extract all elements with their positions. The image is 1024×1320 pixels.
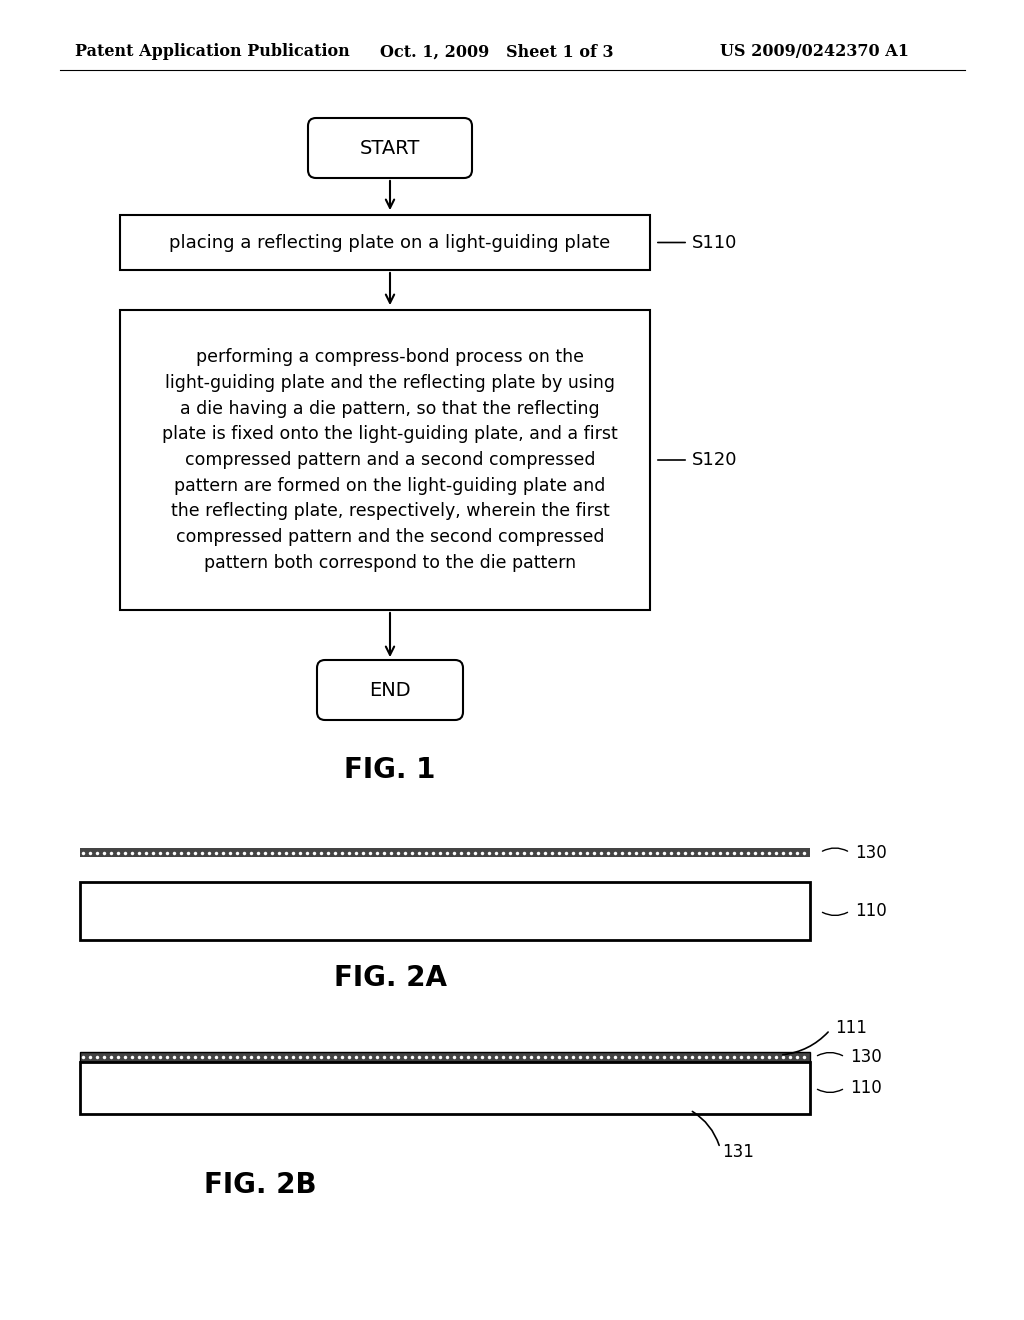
Text: 131: 131 bbox=[722, 1143, 754, 1162]
Bar bbox=[120, 310, 650, 610]
Text: FIG. 2B: FIG. 2B bbox=[204, 1171, 316, 1199]
Bar bbox=[80, 882, 810, 940]
Text: END: END bbox=[370, 681, 411, 700]
Bar bbox=[80, 1052, 810, 1063]
Text: 130: 130 bbox=[855, 843, 887, 862]
Text: performing a compress-bond process on the
light-guiding plate and the reflecting: performing a compress-bond process on th… bbox=[162, 348, 617, 572]
Bar bbox=[80, 1052, 810, 1063]
Text: 110: 110 bbox=[855, 902, 887, 920]
Text: FIG. 1: FIG. 1 bbox=[344, 756, 435, 784]
Text: placing a reflecting plate on a light-guiding plate: placing a reflecting plate on a light-gu… bbox=[169, 234, 610, 252]
Text: FIG. 2A: FIG. 2A bbox=[334, 964, 446, 993]
Text: Oct. 1, 2009   Sheet 1 of 3: Oct. 1, 2009 Sheet 1 of 3 bbox=[380, 44, 613, 61]
Text: S110: S110 bbox=[692, 234, 737, 252]
Text: START: START bbox=[359, 139, 420, 157]
Text: 130: 130 bbox=[850, 1048, 882, 1067]
FancyBboxPatch shape bbox=[308, 117, 472, 178]
FancyBboxPatch shape bbox=[317, 660, 463, 719]
Text: 111: 111 bbox=[835, 1019, 867, 1038]
Bar bbox=[120, 215, 650, 271]
Text: S120: S120 bbox=[692, 451, 737, 469]
Text: Patent Application Publication: Patent Application Publication bbox=[75, 44, 350, 61]
Bar bbox=[80, 1063, 810, 1114]
Bar bbox=[80, 847, 810, 857]
Text: 110: 110 bbox=[850, 1078, 882, 1097]
Text: US 2009/0242370 A1: US 2009/0242370 A1 bbox=[720, 44, 909, 61]
